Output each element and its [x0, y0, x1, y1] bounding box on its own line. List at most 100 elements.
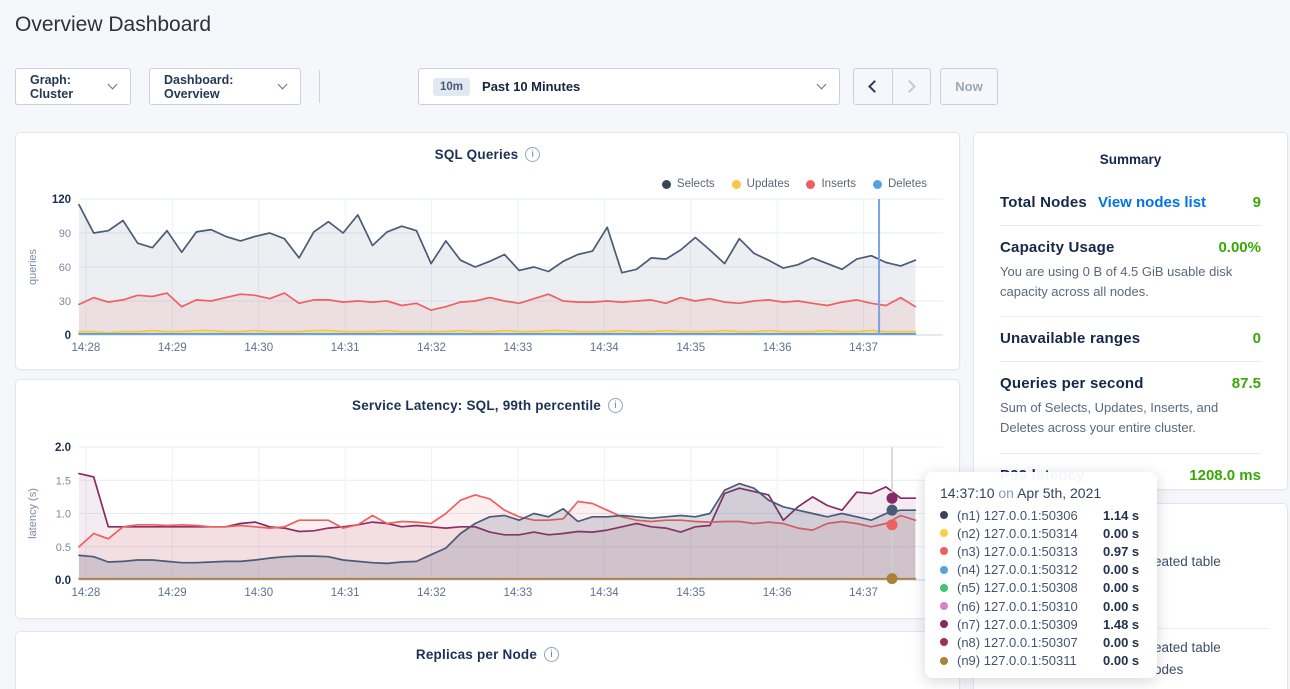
tooltip-node-value: 0.00 s [1103, 653, 1139, 668]
legend-item-selects[interactable]: Selects [662, 178, 715, 190]
info-icon[interactable]: i [608, 398, 623, 413]
tooltip-node-row: (n1) 127.0.0.1:503061.14 s [940, 506, 1142, 524]
event-text-fragment: eated table [1154, 554, 1221, 569]
svg-text:14:34: 14:34 [590, 587, 619, 599]
series-color-dot [940, 657, 948, 665]
svg-text:14:28: 14:28 [72, 342, 101, 354]
sql-queries-panel: SQL Queries i SelectsUpdatesInsertsDelet… [15, 132, 960, 370]
summary-title: Summary [1000, 148, 1261, 181]
tooltip-node-address: (n3) 127.0.0.1:50313 [957, 544, 1103, 559]
summary-row-value: 0.00% [1218, 239, 1261, 256]
overview-dashboard-page: Overview Dashboard Graph: Cluster Dashbo… [0, 0, 1290, 689]
chevron-down-icon [108, 80, 118, 90]
tooltip-node-value: 0.00 s [1103, 635, 1139, 650]
tooltip-node-row: (n5) 127.0.0.1:503080.00 s [940, 579, 1142, 597]
replicas-per-node-panel: Replicas per Node i [15, 631, 960, 689]
summary-row-value: 0 [1253, 330, 1261, 347]
tooltip-timestamp: 14:37:10 on Apr 5th, 2021 [940, 485, 1142, 501]
info-icon[interactable]: i [544, 647, 559, 662]
svg-text:14:30: 14:30 [244, 342, 273, 354]
legend-label: Inserts [821, 178, 856, 190]
svg-text:14:36: 14:36 [763, 587, 792, 599]
summary-row: Queries per second87.5Sum of Selects, Up… [1000, 361, 1261, 452]
svg-text:60: 60 [59, 262, 71, 274]
tooltip-node-value: 0.00 s [1103, 562, 1139, 577]
series-color-dot [940, 529, 948, 537]
dashboard-dropdown[interactable]: Dashboard: Overview [149, 68, 301, 105]
chevron-down-icon [817, 80, 827, 90]
svg-text:14:30: 14:30 [244, 587, 273, 599]
tooltip-node-address: (n1) 127.0.0.1:50306 [957, 508, 1103, 523]
tooltip-node-address: (n7) 127.0.0.1:50309 [957, 617, 1103, 632]
sql-queries-chart[interactable]: 030609012014:2814:2914:3014:3114:3214:33… [16, 191, 961, 359]
summary-row: Unavailable ranges 0 [1000, 316, 1261, 361]
svg-text:0.5: 0.5 [56, 542, 71, 554]
service-latency-panel: Service Latency: SQL, 99th percentile i … [15, 379, 960, 619]
tooltip-node-address: (n8) 127.0.0.1:50307 [957, 635, 1103, 650]
info-icon[interactable]: i [525, 147, 540, 162]
tooltip-node-row: (n3) 127.0.0.1:503130.97 s [940, 542, 1142, 560]
svg-text:14:33: 14:33 [504, 587, 533, 599]
tooltip-node-address: (n4) 127.0.0.1:50312 [957, 562, 1103, 577]
time-range-picker[interactable]: 10m Past 10 Minutes [418, 68, 840, 105]
view-nodes-list-link[interactable]: View nodes list [1098, 194, 1206, 211]
svg-text:14:37: 14:37 [849, 587, 878, 599]
series-color-dot [940, 602, 948, 610]
svg-text:14:33: 14:33 [504, 342, 533, 354]
chart-hover-tooltip: 14:37:10 on Apr 5th, 2021 (n1) 127.0.0.1… [925, 472, 1157, 678]
svg-text:120: 120 [52, 194, 71, 206]
event-text-fragment: eated table [1154, 640, 1221, 655]
legend-item-deletes[interactable]: Deletes [873, 178, 927, 190]
svg-text:14:28: 14:28 [72, 587, 101, 599]
summary-row-label: Queries per second [1000, 375, 1144, 392]
time-range-label: Past 10 Minutes [482, 79, 580, 94]
now-button[interactable]: Now [940, 68, 998, 105]
tooltip-node-address: (n6) 127.0.0.1:50310 [957, 599, 1103, 614]
time-step-forward-button[interactable] [892, 69, 931, 104]
svg-text:14:37: 14:37 [849, 342, 878, 354]
svg-text:queries: queries [27, 248, 39, 285]
summary-row: Total NodesView nodes list9 [1000, 181, 1261, 225]
series-color-dot [940, 638, 948, 646]
graph-scope-dropdown[interactable]: Graph: Cluster [15, 68, 131, 105]
series-color-dot [940, 511, 948, 519]
svg-text:14:32: 14:32 [417, 342, 446, 354]
svg-text:14:32: 14:32 [417, 587, 446, 599]
tooltip-node-address: (n5) 127.0.0.1:50308 [957, 580, 1103, 595]
svg-text:14:31: 14:31 [331, 342, 360, 354]
svg-text:0.0: 0.0 [55, 575, 71, 587]
legend-item-updates[interactable]: Updates [732, 178, 790, 190]
tooltip-node-address: (n2) 127.0.0.1:50314 [957, 526, 1103, 541]
legend-dot [662, 180, 671, 189]
summary-row-value: 1208.0 ms [1189, 467, 1261, 484]
summary-row-description: Sum of Selects, Updates, Inserts, and De… [1000, 398, 1261, 438]
sql-queries-legend: Selects Updates Inserts Deletes [662, 178, 927, 190]
time-step-back-button[interactable] [854, 69, 892, 104]
legend-item-inserts[interactable]: Inserts [806, 178, 856, 190]
svg-text:14:35: 14:35 [676, 587, 705, 599]
legend-dot [873, 180, 882, 189]
tooltip-node-value: 0.00 s [1103, 599, 1139, 614]
svg-text:14:29: 14:29 [158, 342, 187, 354]
tooltip-node-row: (n6) 127.0.0.1:503100.00 s [940, 597, 1142, 615]
summary-row-label: Total Nodes [1000, 194, 1087, 211]
svg-text:14:29: 14:29 [158, 587, 187, 599]
svg-text:14:31: 14:31 [331, 587, 360, 599]
svg-text:14:34: 14:34 [590, 342, 619, 354]
series-color-dot [940, 620, 948, 628]
chevron-down-icon [278, 80, 288, 90]
summary-row-label: Capacity Usage [1000, 239, 1115, 256]
arrow-left-icon [868, 80, 881, 93]
svg-text:0: 0 [65, 330, 71, 342]
legend-label: Selects [677, 178, 715, 190]
tooltip-node-row: (n9) 127.0.0.1:503110.00 s [940, 652, 1142, 670]
service-latency-chart[interactable]: 0.00.51.01.52.014:2814:2914:3014:3114:32… [16, 439, 961, 604]
tooltip-node-row: (n2) 127.0.0.1:503140.00 s [940, 524, 1142, 542]
summary-row-label: Unavailable ranges [1000, 330, 1140, 347]
toolbar-divider [319, 70, 320, 103]
time-range-badge: 10m [433, 78, 470, 96]
event-text-fragment: odes [1154, 662, 1183, 677]
svg-text:30: 30 [59, 296, 71, 308]
tooltip-node-value: 0.00 s [1103, 580, 1139, 595]
summary-panel: Summary Total NodesView nodes list9Capac… [973, 132, 1288, 490]
